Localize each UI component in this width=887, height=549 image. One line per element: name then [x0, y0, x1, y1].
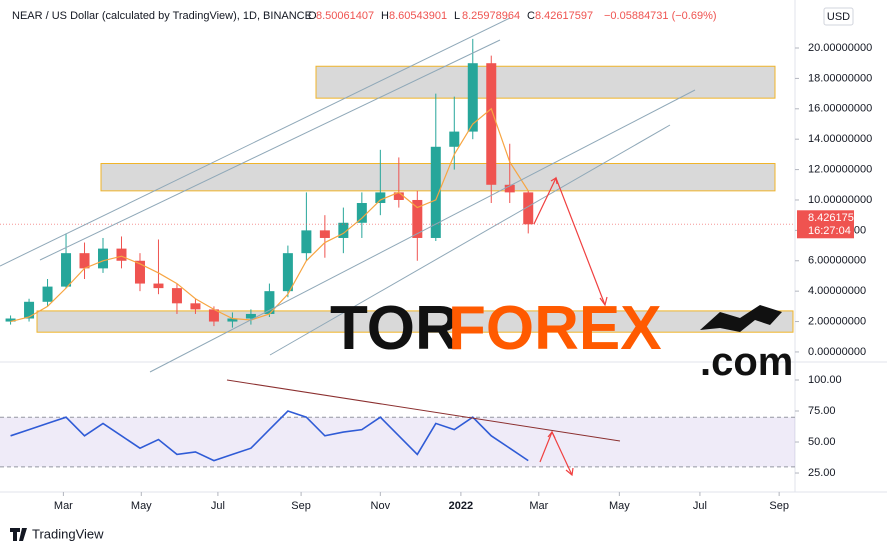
candle-body: [412, 199, 423, 238]
candle-body: [393, 192, 404, 200]
rsi-trend-line: [226, 379, 621, 442]
arrow-head: [565, 467, 574, 477]
candle-body: [227, 318, 238, 322]
candle-body: [5, 318, 16, 322]
watermark-text: TOR: [330, 294, 460, 363]
candle-body: [449, 131, 460, 147]
trend-line: [269, 124, 671, 356]
countdown: 16:27:04: [808, 225, 851, 237]
candle-body: [208, 309, 219, 322]
ohlc-label: H: [381, 10, 389, 22]
ohlc-value: 8.25978964: [462, 10, 520, 22]
x-tick-label: Mar: [54, 500, 73, 512]
last-price-label: 8.42617597: [808, 212, 866, 224]
arrow-head: [547, 430, 556, 439]
ohlc-value: 8.50061407: [316, 10, 374, 22]
trend-line: [149, 89, 696, 373]
x-tick-label: Mar: [529, 500, 548, 512]
trend-lines: [0, 17, 696, 373]
candle-body: [24, 301, 35, 319]
candle-body: [282, 253, 293, 292]
tv-logo: [10, 528, 27, 541]
candle-body: [153, 283, 164, 289]
candle-body: [134, 260, 145, 284]
change: −0.05884731 (−0.69%): [604, 10, 717, 22]
rsi-line: [10, 410, 529, 462]
candle-body: [245, 313, 256, 319]
y-tick-label: 12.00000000: [808, 163, 872, 175]
ohlc-value: 8.42617597: [535, 10, 593, 22]
watermark: TOR FOREX .com: [330, 294, 793, 384]
trend-line: [39, 39, 501, 261]
candle-body: [190, 303, 201, 310]
x-tick-label: Nov: [371, 500, 391, 512]
y-tick-label: 4.00000000: [808, 285, 866, 297]
watermark-text: .com: [700, 340, 793, 384]
moving-average: [10, 107, 529, 323]
x-tick-label: Jul: [693, 500, 707, 512]
x-tick-label: Sep: [769, 500, 789, 512]
y-tick-label: 25.00: [808, 467, 836, 479]
y-tick-label: 75.00: [808, 405, 836, 417]
y-tick-label: 14.00000000: [808, 133, 872, 145]
ohlc-label: L: [454, 10, 460, 22]
ohlc-label: O: [308, 10, 317, 22]
x-tick-label: 2022: [449, 500, 473, 512]
rsi-band: [0, 417, 795, 467]
candle-body: [301, 230, 312, 254]
arrow-head: [599, 296, 608, 307]
last-price-box: [797, 210, 854, 239]
candle-body: [504, 184, 515, 193]
currency-box: [823, 7, 854, 26]
candle-body: [61, 253, 72, 287]
watermark-text: FOREX: [448, 294, 662, 363]
ohlc-value: 8.60543901: [389, 10, 447, 22]
candle-body: [338, 222, 349, 238]
y-tick-label: 20.00000000: [808, 42, 872, 54]
candle-body: [486, 63, 497, 185]
y-tick-label: 10.00000000: [808, 194, 872, 206]
y-tick-label: 0.00000000: [808, 346, 866, 358]
y-tick-label: 2.00000000: [808, 315, 866, 327]
candle-body: [319, 230, 330, 238]
y-tick-label: 100.00: [808, 374, 842, 386]
currency: USD: [827, 11, 850, 23]
candle-body: [171, 288, 182, 304]
y-tick-label: 6.00000000: [808, 255, 866, 267]
trend-line: [0, 17, 511, 267]
zone: [315, 65, 776, 99]
candle-body: [264, 291, 275, 314]
candle-body: [356, 203, 367, 223]
x-tick-label: May: [609, 500, 630, 512]
x-tick-label: Sep: [291, 500, 311, 512]
chart-title: NEAR / US Dollar (calculated by TradingV…: [12, 10, 312, 22]
arrows: [533, 176, 608, 477]
x-tick-label: Jul: [211, 500, 225, 512]
ohlc-label: C: [527, 10, 535, 22]
candle-body: [467, 63, 478, 132]
candle-body: [98, 248, 109, 269]
y-tick-label: 16.00000000: [808, 103, 872, 115]
candle-body: [79, 253, 90, 269]
y-tick-label: 18.00000000: [808, 72, 872, 84]
ohlc-legend: O 8.50061407 H 8.60543901 L 8.25978964 C 8.4261…: [308, 10, 717, 22]
bull-icon: [700, 305, 782, 332]
candle-body: [42, 286, 53, 302]
x-tick-label: May: [131, 500, 152, 512]
y-tick-label: 50.00: [808, 436, 836, 448]
candle-body: [116, 248, 127, 261]
zone: [36, 310, 794, 333]
candle-body: [430, 146, 441, 238]
arrow-head: [550, 177, 558, 185]
candle-body: [375, 192, 386, 204]
footer-brand: TradingView: [32, 526, 104, 541]
candle-body: [523, 192, 534, 225]
